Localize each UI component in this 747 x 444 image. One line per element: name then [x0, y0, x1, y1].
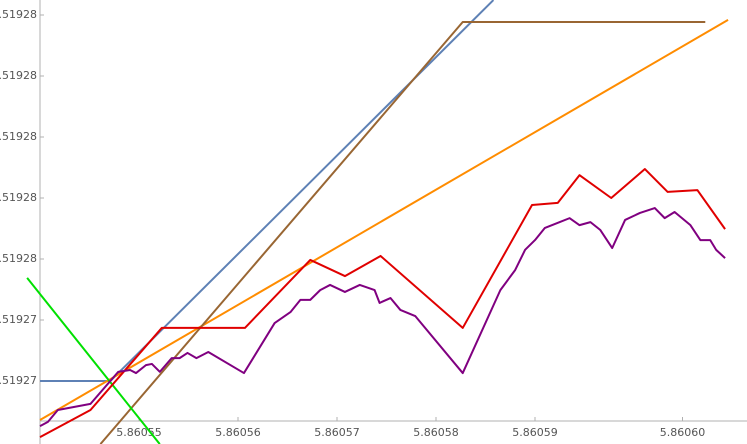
series-line — [40, 0, 495, 382]
y-tick-label: 2.51928 — [0, 252, 37, 265]
series-line — [39, 207, 726, 428]
series-line — [26, 277, 161, 444]
series-line — [99, 21, 706, 444]
x-tick-label: 5.86055 — [116, 426, 162, 439]
y-tick-label: 2.51927 — [0, 313, 37, 326]
x-tick-label: 5.86056 — [215, 426, 261, 439]
y-tick-label: 2.51928 — [0, 130, 37, 143]
series-line — [39, 168, 726, 439]
y-tick-label: 2.51928 — [0, 191, 37, 204]
y-tick-label: 2.51928 — [0, 69, 37, 82]
x-tick-label: 5.86059 — [512, 426, 558, 439]
x-tick-label: 5.86057 — [314, 426, 360, 439]
y-tick-label: 2.51927 — [0, 374, 37, 387]
series-line — [39, 19, 729, 421]
x-tick-label: 5.86058 — [413, 426, 459, 439]
x-tick-label: 5.86060 — [660, 426, 706, 439]
y-tick-label: 2.51928 — [0, 8, 37, 21]
